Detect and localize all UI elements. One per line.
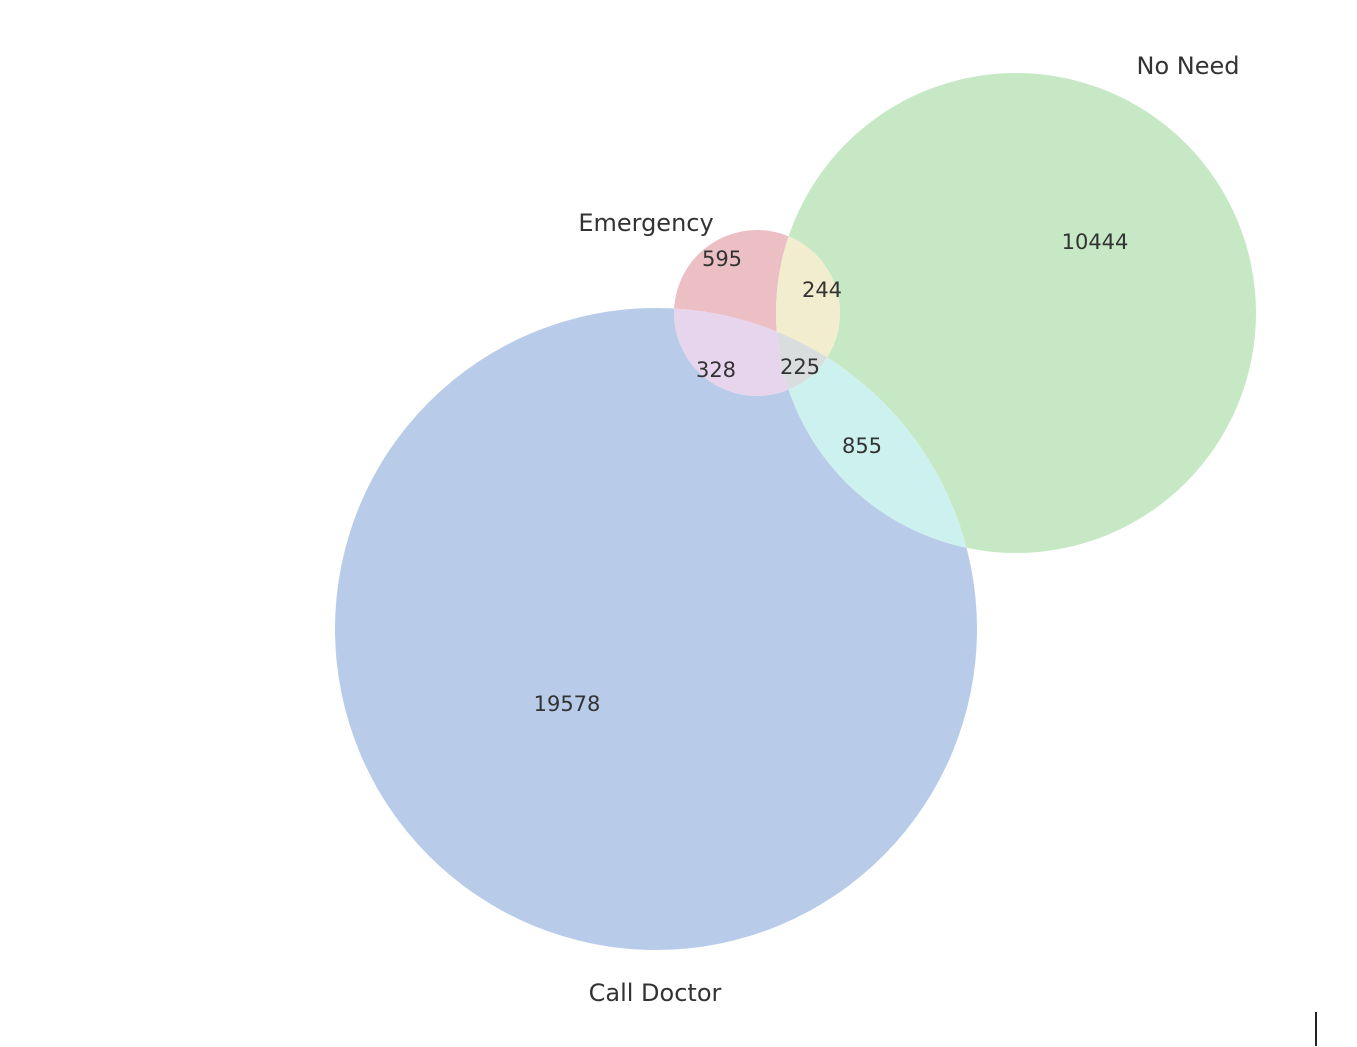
value-no-need-only: 10444 — [1062, 230, 1129, 254]
value-all-three: 225 — [780, 355, 820, 379]
set-label-call-doctor: Call Doctor — [589, 979, 722, 1007]
value-emergency-only: 595 — [702, 247, 742, 271]
value-call-doctor-only: 19578 — [534, 692, 601, 716]
region-call-doctor-only — [335, 308, 977, 950]
set-label-emergency: Emergency — [578, 209, 713, 237]
value-emergency-call-doctor: 328 — [696, 358, 736, 382]
text-cursor — [1315, 1012, 1317, 1046]
value-no-need-call-doctor: 855 — [842, 434, 882, 458]
value-emergency-no-need: 244 — [802, 278, 842, 302]
set-label-no-need: No Need — [1137, 52, 1240, 80]
